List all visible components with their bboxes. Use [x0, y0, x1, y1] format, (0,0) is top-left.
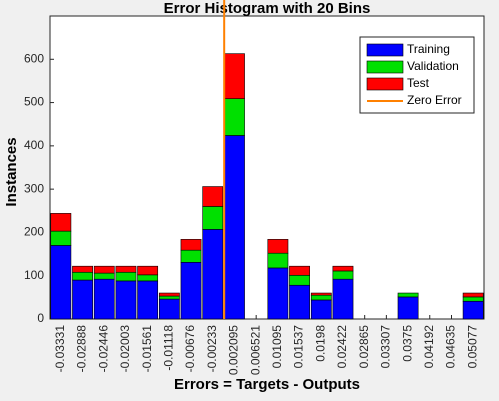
bar-segment — [137, 265, 159, 276]
bar-segment — [72, 271, 93, 281]
bar-segment — [332, 270, 354, 280]
x-tick-label: 0.05077 — [465, 325, 479, 369]
x-tick-label: -0.02888 — [75, 325, 89, 373]
bar-segment — [158, 295, 180, 300]
y-tick-label: 600 — [24, 51, 44, 65]
bar-segment — [115, 280, 137, 320]
bar-segment — [93, 278, 115, 320]
x-tick-label: 0.0375 — [400, 325, 414, 362]
x-tick-label: 0.002095 — [227, 325, 241, 375]
bar-segment — [180, 239, 202, 251]
x-tick-label: -0.01118 — [162, 325, 176, 371]
bar-segment — [267, 267, 289, 320]
y-tick-label: 400 — [24, 138, 44, 152]
bar-segment — [462, 296, 484, 302]
bar-segment — [289, 265, 310, 276]
bar-segment — [72, 265, 93, 273]
bar-segment — [202, 229, 224, 320]
bar-segment — [137, 274, 159, 282]
bar-segment — [224, 53, 245, 99]
bar-segment — [180, 261, 202, 320]
x-tick-label: 0.04192 — [422, 325, 436, 369]
bar-segment — [72, 279, 93, 320]
x-tick-label: -0.02446 — [96, 325, 110, 373]
x-tick-label: 0.04635 — [444, 325, 458, 369]
x-tick-label: 0.03307 — [379, 325, 393, 369]
legend-swatch — [366, 60, 404, 74]
x-tick-label: 0.006521 — [248, 325, 262, 375]
bar-segment — [267, 252, 289, 269]
legend-label: Test — [407, 76, 430, 90]
bar-segment — [332, 278, 354, 320]
bar-segment — [50, 213, 72, 232]
bar-segment — [289, 284, 310, 320]
bar-segment — [397, 292, 419, 298]
x-tick-label: -0.01561 — [140, 325, 154, 373]
y-tick-label: 300 — [24, 181, 44, 195]
bar-segment — [50, 230, 72, 246]
bar-segment — [289, 274, 310, 286]
bar-segment — [224, 135, 245, 320]
x-tick-label: 0.01095 — [270, 325, 284, 369]
x-tick-label: 0.02422 — [335, 325, 349, 369]
bar-segment — [462, 292, 484, 298]
y-tick-label: 100 — [24, 268, 44, 282]
x-tick-label: -0.00233 — [205, 325, 219, 373]
legend-swatch — [366, 43, 404, 57]
y-tick-label: 500 — [24, 95, 44, 109]
bar-segment — [50, 245, 72, 320]
x-tick-label: -0.00676 — [183, 325, 197, 373]
x-tick-label: 0.01537 — [292, 325, 306, 369]
bar-segment — [310, 292, 332, 296]
bar-segment — [93, 265, 115, 274]
x-tick-label: -0.03331 — [53, 325, 67, 373]
bar-segment — [180, 249, 202, 263]
bar-segment — [462, 300, 484, 320]
y-tick-label: 0 — [37, 311, 44, 325]
bar-segment — [158, 292, 180, 297]
chart-title: Error Histogram with 20 Bins — [164, 0, 371, 17]
bar-segment — [310, 294, 332, 301]
x-tick-label: 0.0198 — [313, 325, 327, 362]
legend-swatch — [366, 77, 404, 91]
x-tick-label: -0.02003 — [118, 325, 132, 373]
bar-segment — [397, 296, 419, 320]
legend-label: Zero Error — [407, 93, 462, 107]
bar-segment — [332, 265, 354, 272]
bar-segment — [267, 239, 289, 254]
bar-segment — [224, 98, 245, 136]
bar-segment — [93, 272, 115, 280]
bar-segment — [115, 271, 137, 282]
x-tick-label: 0.02865 — [357, 325, 371, 369]
bar-segment — [115, 265, 137, 273]
bar-segment — [137, 280, 159, 320]
x-axis-label: Errors = Targets - Outputs — [174, 376, 360, 393]
bar-segment — [158, 298, 180, 320]
y-axis-label: Instances — [3, 137, 20, 206]
bar-segment — [202, 186, 224, 207]
bar-segment — [202, 206, 224, 230]
legend-label: Validation — [407, 59, 459, 73]
y-tick-label: 200 — [24, 225, 44, 239]
bar-segment — [310, 299, 332, 320]
legend-label: Training — [407, 42, 450, 56]
